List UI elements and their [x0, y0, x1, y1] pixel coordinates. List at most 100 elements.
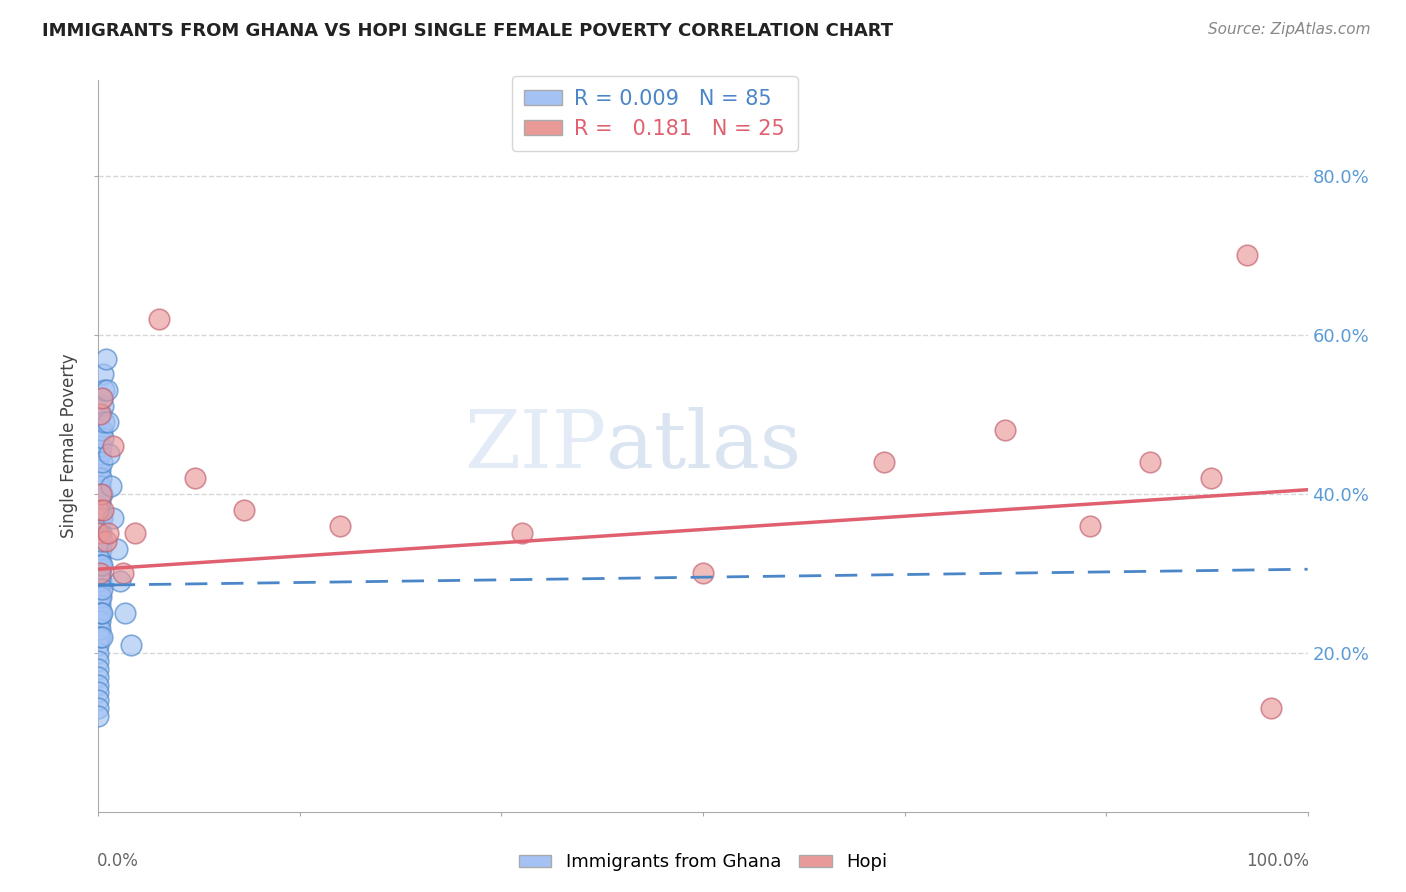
Point — [89, 590, 111, 604]
Point — [93, 415, 115, 429]
Point — [87, 630, 110, 644]
Point — [329, 518, 352, 533]
Point — [91, 423, 114, 437]
Point — [89, 423, 111, 437]
Point — [114, 606, 136, 620]
Text: Source: ZipAtlas.com: Source: ZipAtlas.com — [1208, 22, 1371, 37]
Point — [87, 646, 110, 660]
Point — [87, 701, 110, 715]
Point — [1260, 701, 1282, 715]
Point — [93, 384, 115, 398]
Point — [87, 518, 110, 533]
Point — [89, 558, 111, 573]
Point — [91, 582, 114, 596]
Point — [90, 407, 112, 421]
Point — [87, 638, 110, 652]
Point — [89, 566, 111, 581]
Point — [101, 439, 124, 453]
Text: 100.0%: 100.0% — [1246, 852, 1309, 870]
Point — [87, 590, 110, 604]
Point — [89, 447, 111, 461]
Point — [87, 486, 110, 500]
Point — [89, 542, 111, 557]
Point — [87, 526, 110, 541]
Point — [873, 455, 896, 469]
Point — [89, 622, 111, 636]
Point — [90, 542, 112, 557]
Point — [90, 526, 112, 541]
Text: ZIP: ZIP — [464, 407, 606, 485]
Point — [994, 423, 1017, 437]
Point — [89, 598, 111, 612]
Point — [89, 510, 111, 524]
Text: 0.0%: 0.0% — [97, 852, 139, 870]
Point — [87, 622, 110, 636]
Point — [90, 558, 112, 573]
Point — [94, 351, 117, 366]
Point — [692, 566, 714, 581]
Point — [91, 368, 114, 382]
Point — [89, 566, 111, 581]
Point — [87, 582, 110, 596]
Text: IMMIGRANTS FROM GHANA VS HOPI SINGLE FEMALE POVERTY CORRELATION CHART: IMMIGRANTS FROM GHANA VS HOPI SINGLE FEM… — [42, 22, 893, 40]
Point — [87, 534, 110, 549]
Point — [90, 590, 112, 604]
Point — [101, 510, 124, 524]
Point — [89, 526, 111, 541]
Point — [89, 606, 111, 620]
Point — [120, 638, 142, 652]
Point — [124, 526, 146, 541]
Point — [111, 566, 134, 581]
Point — [91, 392, 114, 406]
Point — [87, 606, 110, 620]
Point — [91, 486, 114, 500]
Point — [89, 534, 111, 549]
Point — [87, 709, 110, 723]
Point — [87, 654, 110, 668]
Point — [90, 502, 112, 516]
Point — [91, 534, 114, 549]
Point — [97, 526, 120, 541]
Point — [87, 502, 110, 516]
Point — [89, 550, 111, 565]
Point — [91, 455, 114, 469]
Legend: R = 0.009   N = 85, R =   0.181   N = 25: R = 0.009 N = 85, R = 0.181 N = 25 — [512, 76, 797, 152]
Point — [89, 630, 111, 644]
Point — [87, 566, 110, 581]
Point — [89, 494, 111, 508]
Point — [94, 534, 117, 549]
Point — [89, 407, 111, 421]
Point — [87, 669, 110, 683]
Point — [1236, 248, 1258, 262]
Point — [100, 479, 122, 493]
Point — [89, 614, 111, 628]
Point — [1078, 518, 1101, 533]
Point — [148, 311, 170, 326]
Point — [510, 526, 533, 541]
Y-axis label: Single Female Poverty: Single Female Poverty — [60, 354, 79, 538]
Point — [97, 415, 120, 429]
Point — [96, 384, 118, 398]
Point — [90, 486, 112, 500]
Text: atlas: atlas — [606, 407, 801, 485]
Point — [91, 558, 114, 573]
Point — [91, 510, 114, 524]
Point — [87, 502, 110, 516]
Point — [87, 574, 110, 589]
Point — [90, 574, 112, 589]
Point — [91, 431, 114, 445]
Point — [90, 606, 112, 620]
Point — [91, 399, 114, 413]
Point — [98, 447, 121, 461]
Point — [87, 662, 110, 676]
Point — [87, 614, 110, 628]
Point — [91, 392, 114, 406]
Point — [90, 471, 112, 485]
Point — [89, 479, 111, 493]
Point — [91, 606, 114, 620]
Point — [91, 502, 114, 516]
Point — [87, 431, 110, 445]
Point — [1199, 471, 1222, 485]
Legend: Immigrants from Ghana, Hopi: Immigrants from Ghana, Hopi — [512, 847, 894, 879]
Point — [91, 630, 114, 644]
